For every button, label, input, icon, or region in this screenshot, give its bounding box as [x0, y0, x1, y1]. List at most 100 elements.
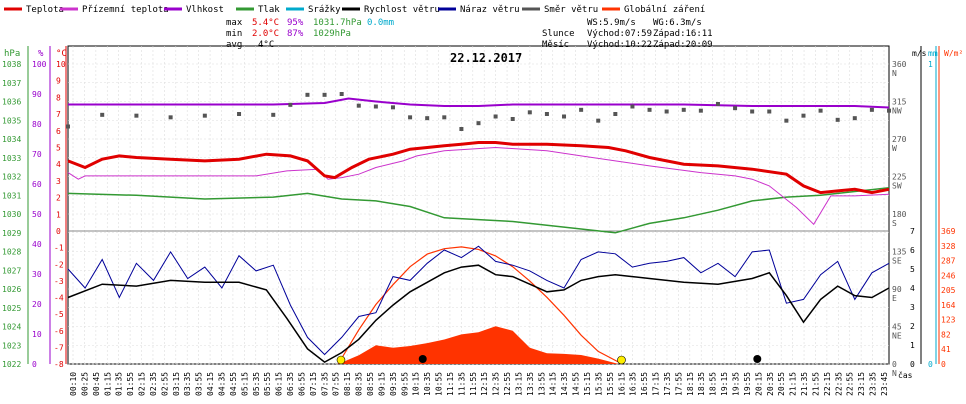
mm-tick-1: 0 — [928, 360, 933, 369]
series-wind-speed — [67, 264, 890, 363]
ms-tick-0: 7 — [910, 227, 915, 236]
deg-tick-top-5: 5 — [56, 144, 61, 153]
wind-dir-point-40 — [852, 116, 857, 121]
x-tick-25: 08:35 — [355, 372, 364, 396]
x-tick-56: 18:55 — [709, 372, 718, 396]
deg-tick-bot-3: -4 — [54, 294, 64, 303]
stat-min-temp: 2.0°C — [252, 29, 279, 39]
x-tick-54: 18:15 — [686, 372, 695, 396]
stat-min-hum: 87% — [287, 29, 304, 39]
plot-frame — [67, 45, 890, 365]
dir-tick-4: 270 — [892, 135, 907, 144]
ms-unit: m/s — [912, 49, 927, 58]
wind-dir-point-32 — [715, 102, 720, 106]
wind-dir-point-13 — [390, 105, 395, 110]
x-tick-30: 10:15 — [412, 372, 421, 396]
wind-dir-point-9 — [322, 92, 327, 97]
x-tick-63: 21:15 — [789, 372, 798, 396]
legend-label-8: Globální záření — [624, 5, 705, 15]
sunrise: Východ:07:59 — [587, 29, 652, 39]
hpa-tick-11: 1027 — [2, 266, 21, 275]
x-tick-36: 12:15 — [480, 372, 489, 396]
wind-dir-point-1 — [100, 112, 105, 117]
x-tick-43: 14:35 — [560, 372, 569, 396]
moon-label: Měsíc — [542, 40, 569, 50]
x-tick-42: 14:15 — [549, 372, 558, 396]
legend-label-6: Náraz větru — [460, 5, 520, 15]
deg-tick-bot-7: -8 — [54, 360, 64, 369]
x-tick-7: 02:35 — [149, 372, 158, 396]
wind-dir-point-22 — [544, 112, 549, 116]
wind-dir-point-8 — [305, 92, 310, 97]
chart-title: 22.12.2017 — [450, 51, 522, 65]
pct-tick-7: 30 — [32, 270, 42, 279]
x-tick-38: 12:55 — [503, 372, 512, 396]
x-tick-40: 13:35 — [526, 372, 535, 396]
deg-tick-bot-2: -3 — [54, 277, 64, 286]
header-stats: max 5.4°C 95% 1031.7hPa 0.0mm min 2.0°C … — [226, 18, 713, 65]
hpa-unit: hPa — [4, 49, 20, 59]
deg-tick-top-8: 2 — [56, 194, 61, 203]
ms-tick-6: 1 — [910, 341, 915, 350]
left-axes: hPa% °C1038103710361035103410331032103110… — [2, 46, 67, 369]
wind-dir-point-28 — [647, 107, 652, 112]
x-tick-16: 05:35 — [252, 372, 261, 396]
pct-tick-1: 90 — [32, 90, 42, 99]
x-axis-label: čas — [898, 370, 913, 380]
sunset-marker — [617, 355, 626, 365]
hpa-tick-4: 1034 — [2, 135, 21, 144]
hpa-tick-6: 1032 — [2, 173, 21, 182]
dir-tick-15: NE — [892, 332, 902, 341]
deg-tick-bot-1: -2 — [54, 260, 64, 269]
dir-tick-10: 135 — [892, 248, 907, 257]
deg-tick-top-0: 10 — [56, 60, 66, 69]
legend-label-1: Přízemní teplota — [82, 5, 169, 15]
wm2-unit: W/m² — [944, 49, 963, 58]
legend-label-3: Tlak — [258, 5, 280, 15]
series-gust — [67, 245, 890, 356]
wind-dir-point-6 — [271, 112, 276, 117]
legend-label-7: Směr větru — [544, 5, 598, 15]
sunrise-marker — [336, 355, 346, 365]
wind-dir-point-7 — [288, 102, 293, 107]
x-tick-5: 01:55 — [126, 372, 135, 396]
wind-dir-point-37 — [801, 113, 806, 118]
dir-tick-12: 90 — [892, 285, 902, 294]
deg-tick-top-6: 4 — [56, 160, 61, 169]
hpa-tick-10: 1028 — [2, 248, 21, 257]
wind-dir-point-38 — [818, 108, 823, 113]
moonset: Západ:20:09 — [653, 40, 713, 50]
stat-max-temp: 5.4°C — [252, 18, 279, 28]
hpa-tick-12: 1026 — [2, 285, 21, 294]
x-tick-68: 22:55 — [846, 372, 855, 396]
ms-tick-4: 3 — [910, 303, 915, 312]
pct-tick-9: 10 — [32, 330, 42, 339]
x-tick-31: 10:35 — [423, 372, 432, 396]
x-tick-53: 17:55 — [674, 372, 683, 396]
wind-dir-point-15 — [425, 116, 430, 121]
deg-tick-bot-5: -6 — [54, 327, 64, 336]
pct-tick-6: 40 — [32, 240, 42, 249]
wind-dir-point-2 — [134, 113, 139, 118]
plot-area — [66, 45, 891, 365]
wind-dir-point-24 — [579, 107, 584, 112]
stat-max-rain: 0.0mm — [367, 18, 394, 28]
x-tick-51: 17:15 — [652, 372, 661, 396]
pct-tick-2: 80 — [32, 120, 42, 129]
wind-dir-point-16 — [442, 115, 447, 120]
sunset: Západ:16:11 — [653, 29, 713, 39]
dir-tick-8: 180 — [892, 210, 907, 219]
dir-tick-17: N — [892, 369, 897, 378]
wind-dir-point-5 — [237, 112, 242, 116]
hpa-tick-0: 1038 — [2, 60, 21, 69]
x-tick-6: 02:15 — [138, 372, 147, 396]
mm-tick-0: 1 — [928, 60, 933, 69]
dir-tick-5: W — [892, 144, 897, 153]
wm2-tick-4: 205 — [941, 286, 956, 295]
pct-tick-3: 70 — [32, 150, 42, 159]
x-tick-15: 05:15 — [240, 372, 249, 396]
wind-dir-point-20 — [510, 117, 515, 121]
wind-dir-point-19 — [493, 114, 498, 119]
x-tick-44: 14:55 — [572, 372, 581, 396]
